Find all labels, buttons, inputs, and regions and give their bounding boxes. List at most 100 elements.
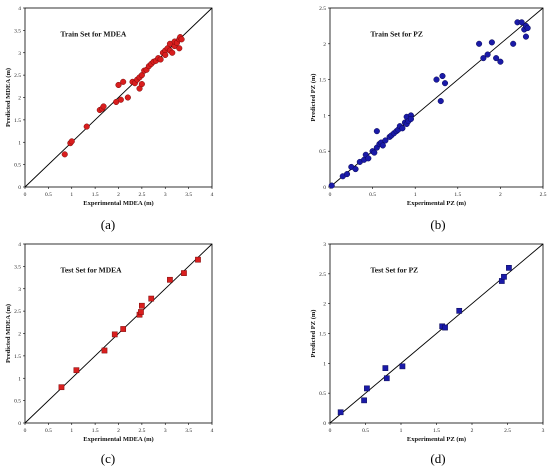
data-point: [178, 36, 185, 43]
chart-panel-2: 0 0.5 1 1.5 2 2.5 0 0.5 1 1.5 2 2.5 Experimental PZ …: [310, 6, 547, 232]
data-point: [456, 307, 463, 314]
x-tick-label: 4: [211, 428, 214, 434]
x-tick-label: 1: [414, 192, 417, 198]
y-tick-label: 3: [323, 242, 326, 248]
y-tick-label: 2.5: [14, 309, 21, 315]
x-tick-label: 1.5: [454, 192, 461, 198]
y-tick-label: 0: [323, 185, 326, 191]
y-tick-label: 0.5: [14, 399, 21, 405]
y-tick-label: 2: [18, 96, 21, 102]
y-axis-label: Predicted PZ (m): [310, 310, 317, 358]
data-point: [493, 55, 500, 62]
y-tick-label: 0: [323, 421, 326, 427]
x-tick-label: 2: [117, 428, 120, 434]
plot-title: Test Set for MDEA: [61, 266, 123, 275]
data-point: [73, 367, 80, 374]
x-tick-label: 4: [211, 192, 214, 198]
x-tick-label: 1: [70, 192, 73, 198]
data-point: [510, 40, 517, 47]
x-axis-label: Experimental MDEA (m): [83, 200, 153, 207]
data-point: [506, 265, 512, 271]
y-tick-label: 3.5: [14, 264, 21, 270]
x-tick-label: 0.5: [362, 428, 369, 434]
data-point: [442, 324, 448, 331]
y-tick-label: 2.5: [319, 6, 326, 12]
data-point: [328, 182, 335, 189]
data-point: [100, 103, 107, 110]
x-tick-label: 0.5: [369, 192, 376, 198]
y-tick-label: 2.5: [319, 272, 326, 278]
data-point: [437, 98, 444, 105]
data-point: [83, 123, 90, 130]
plot-title: Train Set for PZ: [370, 30, 422, 39]
data-point: [120, 326, 127, 332]
x-tick-label: 0: [24, 428, 27, 434]
data-point: [138, 309, 144, 315]
data-point: [124, 94, 131, 101]
data-point: [379, 142, 386, 149]
data-point: [383, 375, 390, 382]
data-point: [365, 155, 372, 162]
y-tick-label: 4: [18, 6, 21, 12]
x-tick-label: 2.5: [504, 428, 511, 434]
y-axis-label: Predicted MDEA (m): [5, 68, 12, 127]
panel-caption: (a): [101, 217, 115, 232]
chart-panel-4: 0 0.5 1 1.5 2 2.5 3 0 0.5 1 1.5 2 2.5 3 Experimental P…: [310, 242, 545, 466]
data-point: [195, 256, 201, 263]
x-tick-label: 0: [329, 428, 332, 434]
y-tick-label: 2: [323, 42, 326, 48]
data-point: [399, 363, 406, 370]
data-point: [148, 295, 155, 302]
data-point: [343, 171, 351, 178]
data-point: [157, 56, 164, 63]
x-tick-label: 3.5: [185, 428, 192, 434]
data-point: [167, 276, 173, 283]
y-tick-label: 0.5: [319, 391, 326, 397]
data-point: [488, 39, 495, 46]
data-point: [480, 55, 487, 62]
data-point: [364, 385, 370, 392]
data-point: [484, 51, 491, 58]
data-point: [101, 347, 108, 354]
data-point: [399, 125, 406, 132]
data-point: [138, 81, 145, 88]
y-tick-label: 0: [18, 185, 21, 191]
x-axis-label: Experimental MDEA (m): [83, 436, 153, 443]
data-point: [111, 331, 118, 338]
data-point: [337, 409, 344, 416]
y-tick-label: 1: [323, 113, 326, 119]
y-tick-label: 3: [18, 287, 21, 293]
data-point: [382, 365, 389, 371]
data-point: [518, 19, 525, 26]
x-tick-label: 1: [400, 428, 403, 434]
x-tick-label: 2: [499, 192, 502, 198]
x-tick-label: 2.5: [138, 428, 145, 434]
x-tick-label: 1.5: [433, 428, 440, 434]
data-point: [439, 72, 446, 80]
parity-line: [24, 243, 213, 424]
data-point: [476, 40, 483, 47]
data-point: [373, 128, 380, 135]
y-tick-label: 4: [18, 242, 21, 248]
plot-frame: [329, 7, 544, 188]
data-point: [176, 45, 183, 52]
y-tick-label: 0.5: [319, 149, 326, 155]
x-tick-label: 1: [70, 428, 73, 434]
data-point: [497, 58, 504, 65]
x-tick-label: 3.5: [185, 192, 192, 198]
data-point: [352, 166, 359, 173]
x-axis-label: Experimental PZ (m): [407, 200, 466, 207]
data-point: [181, 270, 187, 276]
y-tick-label: 0: [18, 421, 21, 427]
chart-panel-1: 0 0.5 1 1.5 2 2.5 3 3.5 4 0 0.5 1 1.5 2 2.5 3 3.5 4 Experi…: [5, 6, 214, 232]
y-tick-label: 1.5: [319, 78, 326, 84]
data-point: [522, 33, 530, 40]
x-tick-label: 0.5: [45, 192, 52, 198]
data-point: [120, 78, 127, 85]
x-tick-label: 2: [471, 428, 474, 434]
x-tick-label: 2: [117, 192, 120, 198]
data-point: [407, 115, 414, 123]
x-axis-label: Experimental PZ (m): [407, 436, 466, 443]
data-point: [115, 81, 122, 89]
